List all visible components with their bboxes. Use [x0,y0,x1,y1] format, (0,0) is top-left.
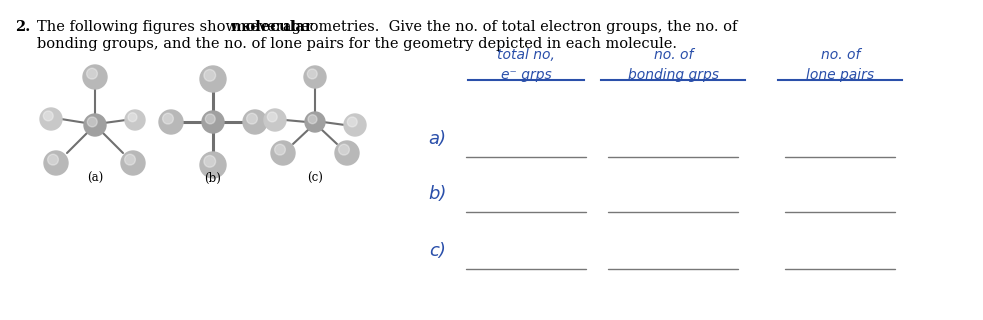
Circle shape [125,154,136,165]
Circle shape [83,65,107,89]
Circle shape [305,112,325,132]
Circle shape [344,114,366,136]
Circle shape [308,69,318,79]
Text: no. of: no. of [821,48,860,62]
Text: c): c) [429,242,446,260]
Circle shape [87,68,97,79]
Circle shape [335,141,359,165]
Circle shape [47,154,58,165]
Text: e⁻ grps: e⁻ grps [500,68,551,82]
Text: no. of: no. of [654,48,693,62]
Circle shape [264,109,286,131]
Circle shape [205,114,215,124]
Text: lone pairs: lone pairs [806,68,875,82]
Circle shape [202,111,224,133]
Circle shape [200,152,226,178]
Circle shape [44,151,68,175]
Text: bonding grps: bonding grps [628,68,719,82]
Text: bonding groups, and the no. of lone pairs for the geometry depicted in each mole: bonding groups, and the no. of lone pair… [37,37,677,51]
Circle shape [84,114,106,136]
Text: b): b) [429,185,446,203]
Text: (b): (b) [204,172,221,185]
Circle shape [267,112,277,122]
Circle shape [203,69,215,81]
Circle shape [247,113,258,124]
Circle shape [128,113,137,122]
Circle shape [162,113,173,124]
Circle shape [304,66,326,88]
Text: (a): (a) [87,172,103,185]
Text: molecular: molecular [230,20,313,34]
Text: total no,: total no, [497,48,554,62]
Circle shape [87,117,97,127]
Circle shape [159,110,183,134]
Circle shape [200,66,226,92]
Circle shape [43,111,53,121]
Circle shape [243,110,267,134]
Circle shape [347,117,357,127]
Circle shape [308,115,317,124]
Text: geometries.  Give the no. of total electron groups, the no. of: geometries. Give the no. of total electr… [287,20,737,34]
Circle shape [40,108,62,130]
Circle shape [203,156,215,167]
Circle shape [274,144,285,155]
Text: The following figures show several: The following figures show several [37,20,301,34]
Text: a): a) [429,130,446,148]
Text: (c): (c) [307,172,323,185]
Text: 2.: 2. [15,20,30,34]
Circle shape [125,110,145,130]
Circle shape [271,141,295,165]
Circle shape [338,144,349,155]
Circle shape [121,151,145,175]
